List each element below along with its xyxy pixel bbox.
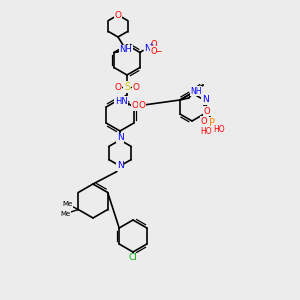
Text: Me: Me bbox=[62, 202, 72, 208]
Text: O: O bbox=[138, 100, 146, 109]
Text: O: O bbox=[131, 101, 139, 110]
Text: O: O bbox=[201, 116, 207, 125]
Text: S: S bbox=[124, 82, 130, 92]
Text: O: O bbox=[151, 40, 157, 49]
Text: −: − bbox=[155, 47, 161, 56]
Text: O: O bbox=[204, 106, 210, 116]
Text: O: O bbox=[151, 47, 157, 56]
Text: HO: HO bbox=[213, 125, 225, 134]
Text: HO: HO bbox=[200, 127, 212, 136]
Text: N: N bbox=[145, 44, 152, 53]
Text: Me: Me bbox=[60, 211, 70, 217]
Text: O: O bbox=[115, 82, 122, 91]
Text: +: + bbox=[148, 42, 154, 47]
Text: O: O bbox=[133, 82, 140, 91]
Text: HN: HN bbox=[115, 97, 128, 106]
Text: NH: NH bbox=[120, 46, 132, 55]
Text: Cl: Cl bbox=[129, 254, 137, 262]
Text: O: O bbox=[115, 11, 122, 20]
Text: N: N bbox=[117, 161, 123, 170]
Text: N: N bbox=[202, 95, 208, 104]
Text: N: N bbox=[117, 134, 123, 142]
Text: P: P bbox=[209, 118, 215, 128]
Text: NH: NH bbox=[190, 86, 202, 95]
